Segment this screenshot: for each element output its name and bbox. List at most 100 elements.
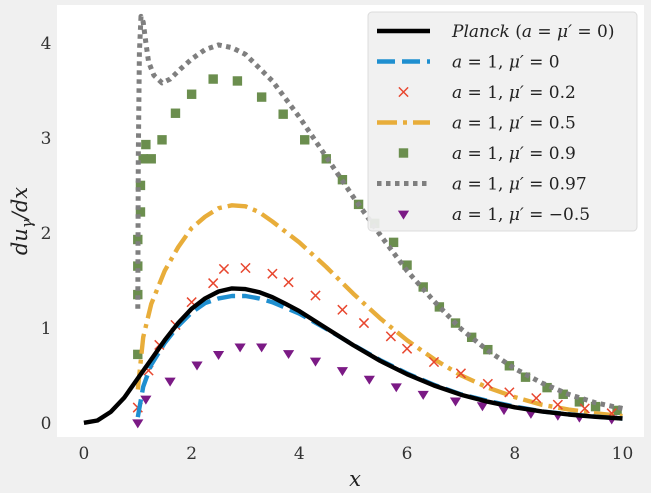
data-point bbox=[133, 349, 143, 360]
data-point bbox=[278, 109, 288, 119]
data-point bbox=[141, 139, 151, 150]
legend-entry: a = 1, μ′ = 0 bbox=[377, 53, 560, 73]
data-point bbox=[146, 154, 156, 164]
data-point bbox=[542, 382, 552, 393]
data-point bbox=[191, 361, 203, 371]
legend-handle bbox=[397, 210, 410, 220]
legend-entry: a = 1, μ′ = −0.5 bbox=[397, 205, 590, 225]
data-point bbox=[140, 395, 152, 405]
data-point bbox=[336, 367, 349, 377]
legend-label: a = 1, μ′ = 0.2 bbox=[452, 83, 576, 103]
legend-entry: a = 1, μ′ = 0.97 bbox=[377, 175, 587, 195]
data-point bbox=[208, 74, 218, 84]
legend-entry: a = 1, μ′ = 0.9 bbox=[398, 144, 576, 164]
data-point bbox=[428, 356, 440, 368]
series-3 bbox=[135, 203, 623, 419]
legend-entry: a = 1, μ′ = 0.2 bbox=[398, 83, 576, 103]
data-point bbox=[449, 397, 462, 407]
data-point bbox=[434, 302, 445, 312]
y-tick-label: 2 bbox=[41, 224, 52, 244]
data-point bbox=[256, 92, 267, 102]
series-line bbox=[135, 203, 623, 419]
data-point bbox=[218, 263, 230, 275]
data-point bbox=[612, 405, 622, 416]
data-point bbox=[363, 375, 375, 385]
legend: Planck (a = μ′ = 0) a = 1, μ′ = 0 a = 1, μ… bbox=[367, 11, 638, 232]
data-point bbox=[402, 260, 412, 270]
data-point bbox=[240, 262, 251, 274]
y-axis-ticks: 0 1 2 3 4 bbox=[41, 34, 52, 434]
data-point bbox=[282, 350, 295, 360]
y-tick-label: 1 bbox=[41, 319, 52, 339]
x-tick-label: 6 bbox=[402, 444, 413, 464]
data-point bbox=[531, 392, 542, 404]
data-point bbox=[310, 290, 321, 301]
legend-label: a = 1, μ′ = 0.5 bbox=[452, 114, 576, 134]
data-point bbox=[208, 278, 219, 289]
data-point bbox=[418, 282, 428, 292]
data-point bbox=[186, 89, 197, 99]
data-point bbox=[132, 419, 144, 429]
x-tick-label: 8 bbox=[509, 444, 520, 464]
data-point bbox=[133, 234, 143, 245]
data-point bbox=[283, 277, 294, 288]
data-point bbox=[579, 403, 590, 414]
y-tick-label: 3 bbox=[41, 129, 52, 149]
data-point bbox=[482, 378, 493, 389]
data-point bbox=[358, 317, 370, 329]
data-point bbox=[455, 368, 467, 379]
data-point bbox=[476, 402, 489, 412]
data-point bbox=[164, 377, 176, 387]
data-point bbox=[234, 343, 246, 353]
series-5 bbox=[135, 13, 624, 411]
data-point bbox=[135, 180, 146, 191]
x-tick-label: 0 bbox=[79, 444, 90, 464]
legend-entry: a = 1, μ′ = 0.5 bbox=[377, 114, 576, 134]
data-point bbox=[133, 261, 143, 271]
data-point bbox=[385, 331, 397, 342]
legend-label: a = 1, μ′ = 0 bbox=[452, 53, 560, 73]
data-point bbox=[520, 372, 531, 382]
data-point bbox=[590, 401, 601, 412]
data-point bbox=[466, 332, 477, 343]
data-point bbox=[337, 174, 348, 185]
legend-label: a = 1, μ′ = −0.5 bbox=[452, 205, 590, 225]
data-point bbox=[401, 343, 413, 354]
series-layer bbox=[83, 13, 624, 429]
data-point bbox=[417, 390, 429, 400]
legend-label: a = 1, μ′ = 0.97 bbox=[452, 175, 587, 195]
data-point bbox=[309, 357, 322, 367]
y-tick-label: 4 bbox=[41, 34, 52, 54]
legend-label: Planck (a = μ′ = 0) bbox=[451, 22, 614, 42]
y-axis-label: duγ/dx bbox=[8, 187, 36, 255]
data-point bbox=[558, 389, 568, 399]
legend-label: a = 1, μ′ = 0.9 bbox=[452, 144, 576, 164]
x-tick-label: 10 bbox=[612, 444, 634, 464]
x-axis-label: x bbox=[349, 467, 361, 491]
series-0 bbox=[83, 286, 623, 425]
data-point bbox=[483, 344, 493, 355]
data-point bbox=[232, 76, 243, 86]
data-point bbox=[498, 406, 510, 416]
y-tick-label: 0 bbox=[41, 414, 52, 434]
legend-handle bbox=[398, 86, 409, 98]
legend-box bbox=[367, 11, 638, 232]
data-point bbox=[504, 387, 515, 398]
x-tick-label: 4 bbox=[294, 444, 305, 464]
data-point bbox=[337, 304, 348, 315]
data-point bbox=[388, 237, 399, 248]
data-point bbox=[256, 343, 268, 353]
data-point bbox=[133, 289, 143, 300]
x-tick-label: 2 bbox=[186, 444, 197, 464]
data-point bbox=[170, 108, 181, 118]
legend-handle bbox=[398, 148, 409, 158]
data-point bbox=[574, 397, 585, 407]
series-line bbox=[135, 13, 624, 411]
data-point bbox=[138, 154, 148, 164]
data-point bbox=[552, 399, 563, 410]
data-point bbox=[300, 135, 310, 145]
legend-entry: Planck (a = μ′ = 0) bbox=[377, 22, 614, 42]
data-point bbox=[157, 135, 167, 145]
series-line bbox=[83, 286, 623, 425]
